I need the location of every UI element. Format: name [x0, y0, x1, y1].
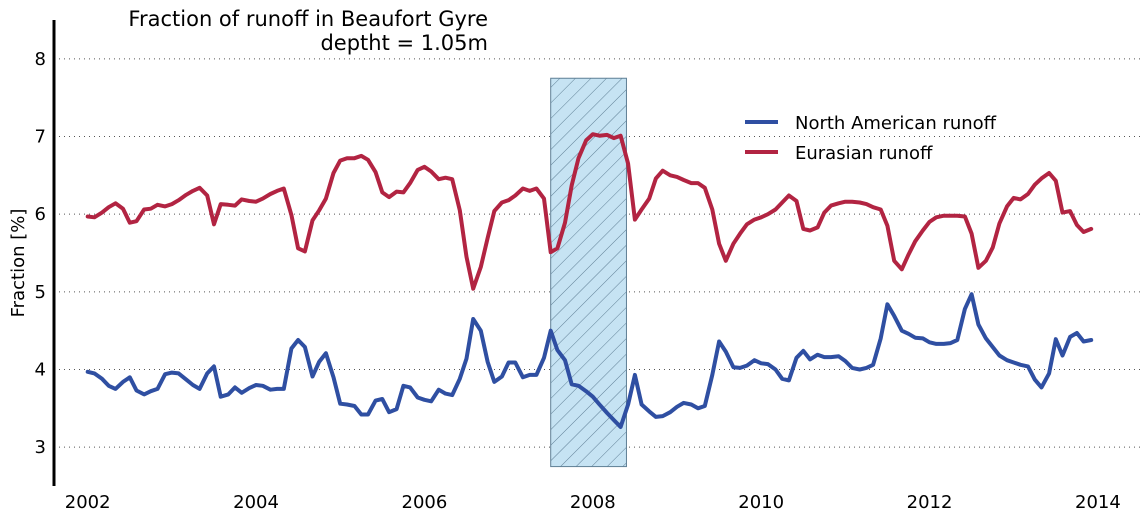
chart-subtitle: deptht = 1.05m [320, 31, 488, 55]
legend-label-eurasian: Eurasian runoff [795, 143, 933, 164]
series-line-north-american [85, 292, 1094, 429]
x-tick-label-2012: 2012 [907, 492, 953, 513]
y-tick-label-6: 6 [35, 204, 46, 225]
y-tick-label-5: 5 [35, 282, 46, 303]
x-tick-label-2008: 2008 [570, 492, 616, 513]
legend-label-north-american: North American runoff [795, 113, 997, 134]
x-tick-label-2004: 2004 [233, 492, 279, 513]
chart-title: Fraction of runoff in Beaufort Gyre [128, 7, 488, 31]
x-tick-labels: 2002 2004 2006 2008 2010 2012 2014 [65, 492, 1121, 513]
y-tick-label-7: 7 [35, 127, 46, 148]
x-tick-label-2014: 2014 [1075, 492, 1121, 513]
shaded-region-hatch [550, 77, 627, 468]
series-line-eurasian [85, 132, 1094, 291]
shaded-period [550, 77, 627, 468]
series-lines [85, 132, 1094, 429]
x-tick-label-2010: 2010 [738, 492, 784, 513]
legend: North American runoff Eurasian runoff [745, 113, 997, 164]
y-tick-label-8: 8 [35, 49, 46, 70]
y-axis-label: Fraction [%] [8, 209, 29, 318]
y-tick-label-4: 4 [35, 360, 46, 381]
x-tick-label-2006: 2006 [402, 492, 448, 513]
y-tick-label-3: 3 [35, 437, 46, 458]
x-tick-label-2002: 2002 [65, 492, 111, 513]
y-tick-labels: 3 4 5 6 7 8 [35, 49, 46, 458]
